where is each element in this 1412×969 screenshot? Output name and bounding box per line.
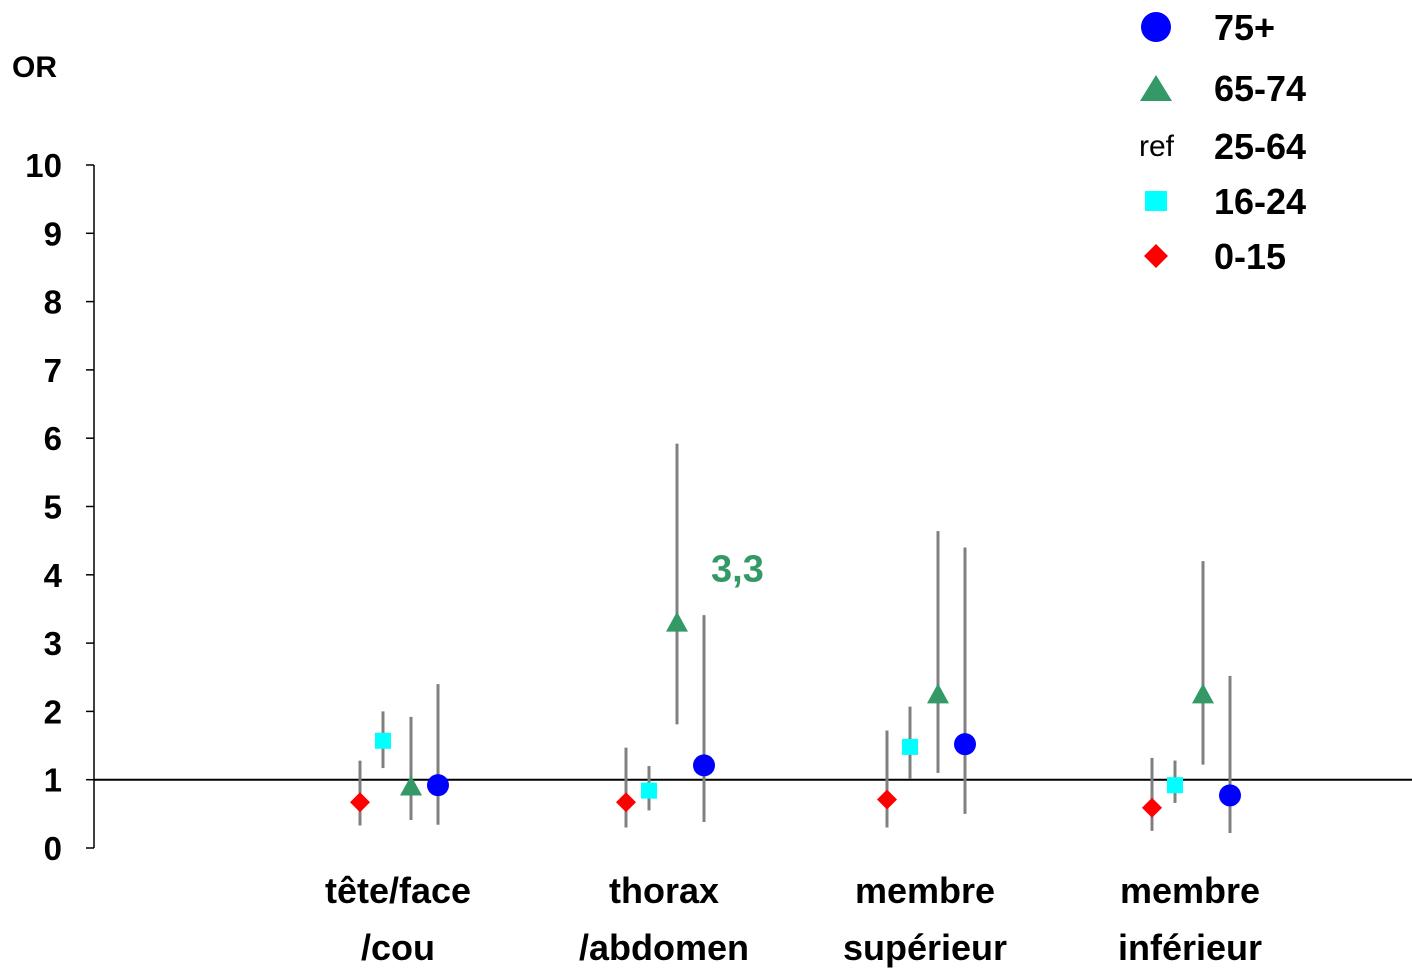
y-tick-label: 9: [44, 215, 62, 252]
data-point-0-15: [350, 792, 370, 813]
data-point-16-24: [1167, 777, 1183, 794]
category-label: inférieur: [1118, 927, 1262, 968]
y-tick-label: 6: [44, 420, 62, 457]
legend-label: 0-15: [1214, 236, 1286, 277]
legend-marker-triangle: [1140, 75, 1172, 101]
data-point-75+: [427, 774, 449, 797]
data-point-0-15: [616, 792, 636, 813]
category-label: supérieur: [843, 927, 1007, 968]
data-point-75+: [1219, 784, 1241, 807]
y-tick-label: 7: [44, 352, 62, 389]
legend-label: 16-24: [1214, 181, 1306, 222]
category-label: membre: [1120, 870, 1260, 911]
y-tick-label: 2: [44, 693, 62, 730]
data-point-65-74: [666, 611, 688, 632]
legend: 75+ 65-74 ref 25-64 16-24 0-15: [1139, 7, 1306, 277]
value-annotation: 3,3: [711, 549, 764, 591]
category-label: /abdomen: [579, 927, 749, 968]
y-tick-label: 5: [44, 489, 62, 526]
data-point-0-15: [1142, 797, 1162, 818]
data-point-65-74: [1192, 683, 1214, 704]
legend-label: 65-74: [1214, 68, 1306, 109]
category-label: /cou: [361, 927, 435, 968]
data-point-75+: [954, 733, 976, 756]
category-label: thorax: [609, 870, 719, 911]
legend-marker-diamond: [1144, 244, 1168, 268]
data-point-16-24: [375, 732, 391, 749]
y-tick-label: 8: [44, 284, 62, 321]
category-label: membre: [855, 870, 995, 911]
legend-label: 75+: [1214, 7, 1275, 48]
y-axis-label: OR: [12, 51, 57, 84]
legend-label: 25-64: [1214, 126, 1306, 167]
y-tick-label: 0: [44, 830, 62, 867]
data-point-16-24: [641, 782, 657, 799]
data-point-75+: [693, 754, 715, 777]
data-point-65-74: [927, 683, 949, 704]
y-tick-label: 3: [44, 625, 62, 662]
legend-ref-text: ref: [1139, 130, 1175, 163]
legend-marker-circle: [1141, 12, 1171, 42]
legend-marker-square: [1145, 191, 1167, 211]
data-point-65-74: [400, 775, 422, 796]
y-tick-label: 10: [25, 147, 62, 184]
data-point-16-24: [902, 738, 918, 755]
y-tick-label: 4: [44, 557, 63, 594]
y-tick-label: 1: [44, 762, 62, 799]
category-label: tête/face: [325, 870, 471, 911]
data-point-0-15: [877, 789, 897, 810]
